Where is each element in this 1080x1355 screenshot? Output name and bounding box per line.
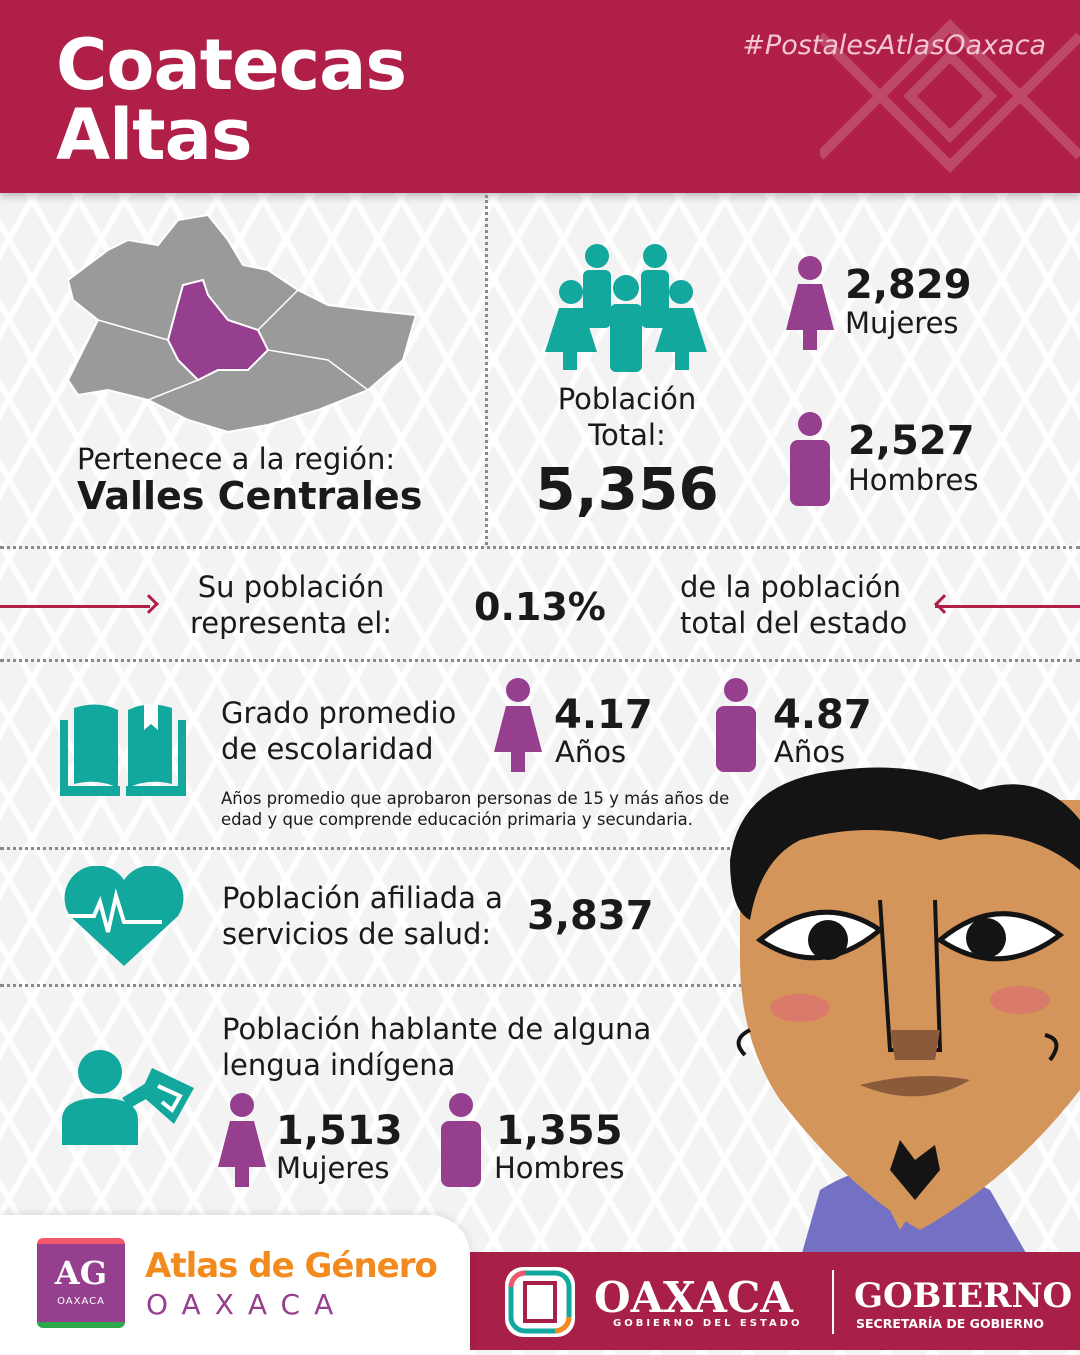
share-percent: 0.13% [474, 585, 606, 629]
arrow-head [139, 594, 159, 614]
language-title: Población hablante de alguna lengua indíg… [222, 1012, 652, 1082]
atlas-logo: AG OAXACA [37, 1238, 125, 1328]
schooling-men-value: 4.87 [773, 692, 872, 738]
man-icon [790, 412, 830, 506]
divider [0, 984, 1080, 987]
oaxaca-emblem-icon [505, 1267, 575, 1337]
woman-icon [218, 1093, 266, 1187]
divider [0, 847, 1080, 850]
schooling-women-unit: Años [555, 735, 627, 769]
footer-divider [832, 1270, 834, 1334]
men-count: 2,527 [848, 418, 975, 464]
language-men-label: Hombres [494, 1151, 625, 1185]
oaxaca-map [68, 213, 418, 434]
schooling-women-value: 4.17 [554, 692, 653, 738]
atlas-title: Atlas de Género [145, 1246, 438, 1286]
health-value: 3,837 [527, 893, 654, 939]
man-icon [441, 1093, 481, 1187]
women-label: Mujeres [845, 306, 959, 340]
language-women-value: 1,513 [276, 1108, 403, 1154]
header-banner: Coatecas Altas #PostalesAtlasOaxaca [0, 0, 1080, 193]
gobierno-subtitle: SECRETARÍA DE GOBIERNO [856, 1316, 1044, 1331]
oaxaca-subtitle: GOBIERNO DEL ESTADO [613, 1318, 803, 1329]
woman-icon [786, 256, 834, 350]
divider [0, 546, 1080, 549]
region-name: Valles Centrales [77, 474, 423, 518]
health-label: Población afiliada a servicios de salud: [222, 881, 503, 951]
speaker-icon [62, 1050, 194, 1145]
language-men-value: 1,355 [496, 1108, 623, 1154]
character-illustration [730, 767, 1080, 1260]
population-label: Población Total: [557, 382, 697, 452]
book-icon [60, 704, 186, 796]
population-group-icon [545, 244, 707, 372]
schooling-men-unit: Años [774, 735, 846, 769]
schooling-title: Grado promedio de escolaridad [221, 696, 457, 766]
woman-icon [494, 678, 542, 772]
population-total: 5,356 [535, 455, 719, 523]
divider [0, 659, 1080, 662]
region-label: Pertenece a la región: [77, 442, 396, 476]
page-title: Coatecas Altas [56, 24, 407, 176]
arrow-right-icon [0, 605, 150, 608]
atlas-subtitle: OAXACA [146, 1288, 348, 1321]
hashtag: #PostalesAtlasOaxaca [742, 30, 1046, 61]
heart-pulse-icon [64, 866, 184, 966]
language-women-label: Mujeres [276, 1151, 390, 1185]
schooling-note: Años promedio que aprobaron personas de … [221, 789, 730, 829]
women-count: 2,829 [845, 262, 972, 308]
oaxaca-title: OAXACA [594, 1273, 793, 1322]
arrow-head [934, 594, 954, 614]
man-icon [716, 678, 756, 772]
arrow-left-icon [935, 605, 1080, 608]
pattern-decoration [820, 18, 1080, 174]
gobierno-title: GOBIERNO [854, 1276, 1073, 1316]
share-left-text: Su población representa el: [190, 570, 393, 640]
men-label: Hombres [848, 463, 979, 497]
share-right-text: de la población total del estado [680, 570, 908, 640]
divider [485, 195, 488, 545]
